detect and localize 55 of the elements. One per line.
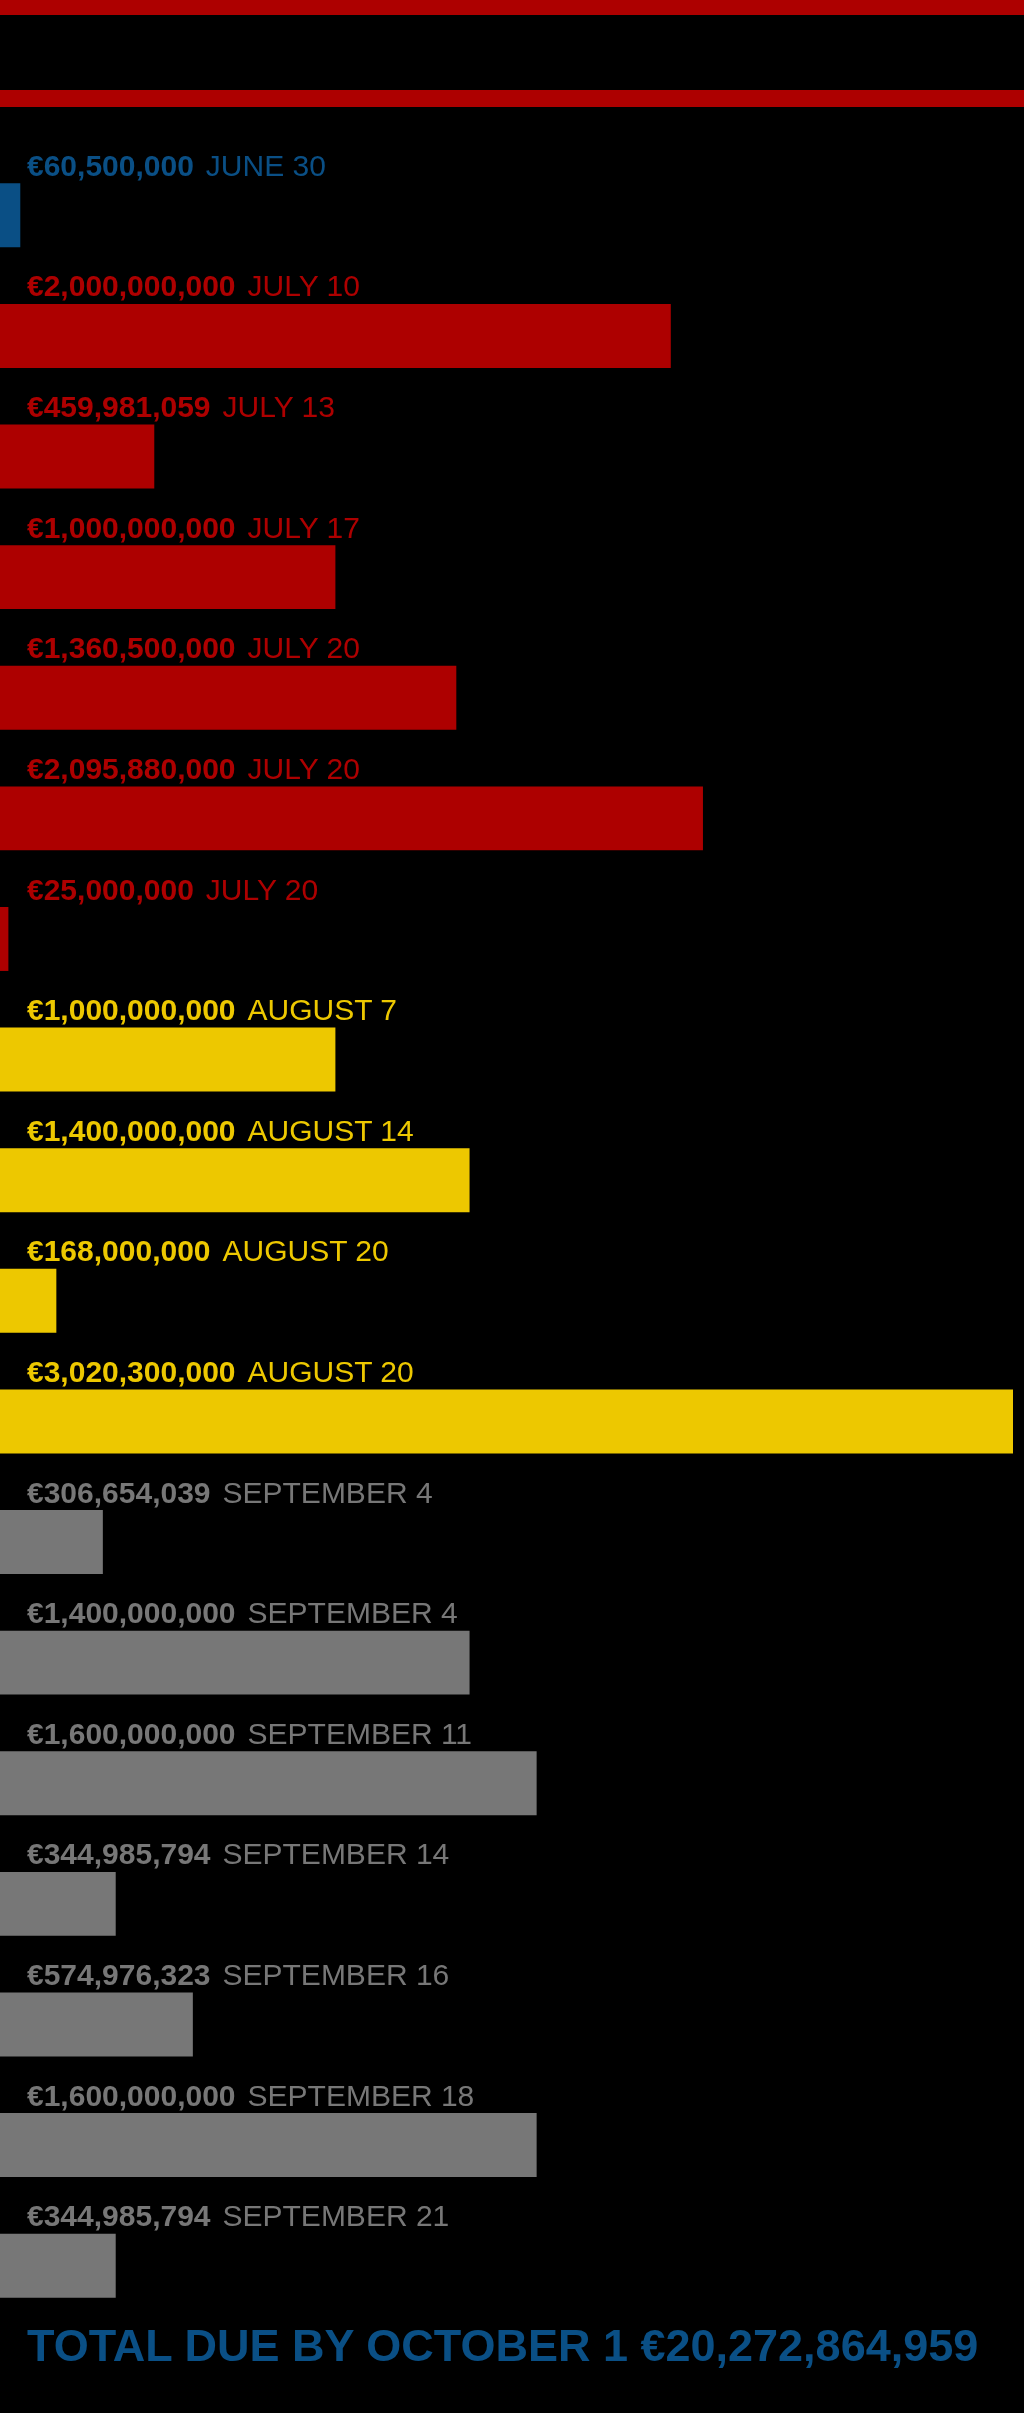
data-label: €3,020,300,000 <box>27 1354 236 1388</box>
bar <box>0 183 21 248</box>
y-tick-label: JULY 20 <box>247 631 360 665</box>
y-tick-label: JULY 10 <box>247 269 360 303</box>
data-label: €1,360,500,000 <box>27 631 236 665</box>
data-label: €1,000,000,000 <box>27 510 236 544</box>
bar <box>0 1630 470 1695</box>
data-label: €2,095,880,000 <box>27 751 236 785</box>
bar <box>0 1389 1013 1454</box>
data-label: €25,000,000 <box>27 872 194 906</box>
bar <box>0 1510 103 1574</box>
bar <box>0 2233 116 2298</box>
y-tick-label: SEPTEMBER 18 <box>247 2078 475 2112</box>
annotation: TOTAL DUE BY OCTOBER 1 €20,272,864,959 <box>27 2319 979 2373</box>
bar <box>0 786 703 851</box>
y-tick-label: JUNE 30 <box>205 148 326 182</box>
y-tick-label: JULY 20 <box>205 872 319 906</box>
bar <box>0 545 336 610</box>
data-label: €459,981,059 <box>27 390 211 424</box>
y-tick-label: JULY 17 <box>247 510 360 544</box>
data-label: €306,654,039 <box>27 1475 211 1509</box>
y-tick-label: AUGUST 20 <box>222 1234 389 1268</box>
bar <box>0 907 9 971</box>
y-tick-label: SEPTEMBER 4 <box>247 1596 458 1630</box>
y-tick-label: SEPTEMBER 11 <box>247 1716 473 1750</box>
bar <box>0 665 457 730</box>
bar <box>0 1148 470 1213</box>
data-label: €60,500,000 <box>27 148 194 182</box>
bar <box>0 1027 336 1092</box>
data-label: €1,600,000,000 <box>27 1716 236 1750</box>
data-label: €2,000,000,000 <box>27 269 236 303</box>
y-tick-label: AUGUST 14 <box>247 1113 414 1147</box>
bar <box>0 424 155 489</box>
bar <box>0 1992 193 2057</box>
data-label: €1,400,000,000 <box>27 1596 236 1630</box>
data-label: €1,600,000,000 <box>27 2078 236 2112</box>
y-tick-label: AUGUST 20 <box>247 1354 414 1388</box>
bar <box>0 1268 57 1333</box>
y-tick-label: JULY 13 <box>222 390 335 424</box>
bar <box>0 1871 116 1936</box>
bar <box>0 2113 537 2178</box>
data-label: €574,976,323 <box>27 1958 211 1992</box>
y-tick-label: SEPTEMBER 4 <box>222 1475 433 1509</box>
y-tick-label: AUGUST 7 <box>247 993 398 1027</box>
data-label: €1,400,000,000 <box>27 1113 236 1147</box>
data-label: €344,985,794 <box>27 1837 211 1871</box>
y-tick-label: JULY 20 <box>247 751 360 785</box>
data-label: €1,000,000,000 <box>27 993 236 1027</box>
y-tick-label: SEPTEMBER 16 <box>222 1958 450 1992</box>
y-tick-label: SEPTEMBER 14 <box>222 1837 450 1871</box>
y-tick-label: SEPTEMBER 21 <box>222 2199 450 2233</box>
bar <box>0 1751 537 1816</box>
data-label: €344,985,794 <box>27 2199 211 2233</box>
data-label: €168,000,000 <box>27 1234 211 1268</box>
bar <box>0 303 671 368</box>
